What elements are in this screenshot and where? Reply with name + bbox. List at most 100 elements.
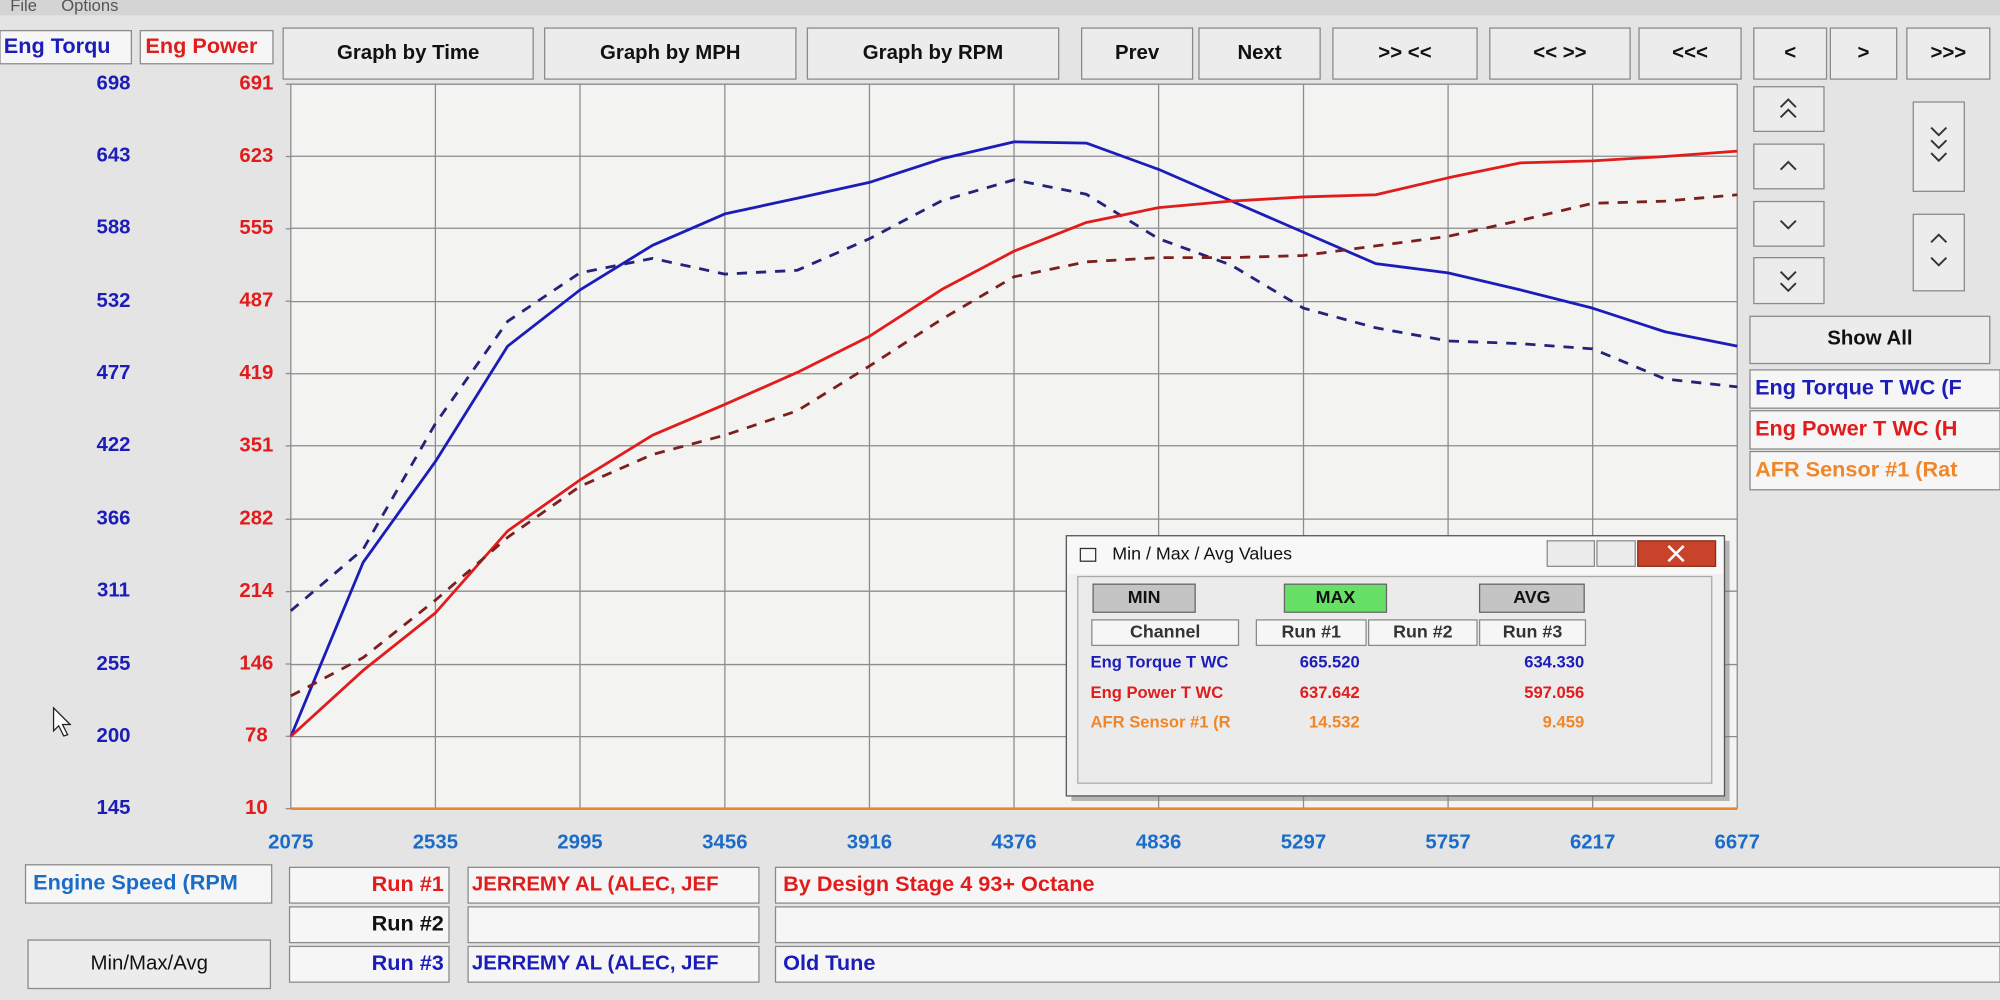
dialog-button-label[interactable]: AVG xyxy=(1513,587,1550,607)
y2-axis-label: Eng Power xyxy=(145,33,258,58)
row-run1: 637.642 xyxy=(1300,683,1360,702)
min-max-avg-label[interactable]: Min/Max/Avg xyxy=(90,953,207,975)
column-header-box xyxy=(1367,619,1478,647)
run-label-box xyxy=(288,866,450,904)
column-header-box xyxy=(1255,619,1367,647)
y-tick-label: 422 xyxy=(97,434,131,456)
toolbar-button-label[interactable]: >> << xyxy=(1378,42,1431,64)
toolbar-button[interactable] xyxy=(1332,27,1478,80)
column-header: Run #1 xyxy=(1281,621,1341,641)
maximize-button[interactable] xyxy=(1596,540,1636,567)
run-note-box xyxy=(774,866,2000,904)
column-header: Run #3 xyxy=(1503,621,1563,641)
toolbar-button[interactable] xyxy=(1080,27,1194,80)
chevron xyxy=(1779,160,1797,171)
legend-box[interactable] xyxy=(1749,450,2000,491)
x-tick-label: 5297 xyxy=(1281,832,1326,854)
menu-item[interactable]: Options xyxy=(61,0,118,15)
y-tick-label: 698 xyxy=(97,73,131,95)
dialog-button-label[interactable]: MAX xyxy=(1316,587,1356,607)
x-tick-label: 2995 xyxy=(557,832,602,854)
toolbar-button-label[interactable]: > xyxy=(1858,42,1870,64)
show-all-label[interactable]: Show All xyxy=(1827,328,1912,350)
y2-tick-label: 691 xyxy=(239,73,273,95)
legend-box[interactable] xyxy=(1749,369,2000,409)
y-tick-label: 255 xyxy=(97,653,131,675)
toolbar-button[interactable] xyxy=(544,27,797,80)
run-driver-box xyxy=(467,945,760,983)
dialog-icon xyxy=(1079,547,1097,562)
toolbar-button-label[interactable]: Next xyxy=(1237,42,1281,64)
row-run1: 665.520 xyxy=(1300,653,1360,672)
menu-bar xyxy=(0,0,2000,16)
x-tick-label: 5757 xyxy=(1425,832,1470,854)
toolbar-button[interactable] xyxy=(1198,27,1321,80)
row-run3: 634.330 xyxy=(1524,653,1584,672)
dialog-button[interactable] xyxy=(1283,583,1388,613)
scroll-button[interactable] xyxy=(1753,200,1825,247)
y2-tick-label: 419 xyxy=(239,362,273,384)
series-line xyxy=(289,149,1738,738)
toolbar-button[interactable] xyxy=(806,27,1060,80)
chevron xyxy=(1930,126,1948,137)
toolbar-button[interactable] xyxy=(1906,27,1991,80)
x-tick-label: 6217 xyxy=(1570,832,1615,854)
toolbar-button[interactable] xyxy=(1489,27,1631,80)
toolbar-button-label[interactable]: Prev xyxy=(1115,42,1160,64)
column-header: Run #2 xyxy=(1393,621,1453,641)
chevron xyxy=(1779,271,1797,281)
row-run3: 9.459 xyxy=(1543,713,1585,732)
run-label-box xyxy=(288,906,450,944)
series-line xyxy=(289,178,1738,612)
toolbar-button[interactable] xyxy=(1753,27,1828,80)
toolbar-button-label[interactable]: << >> xyxy=(1533,42,1586,64)
toolbar-button-label[interactable]: <<< xyxy=(1672,42,1708,64)
toolbar-button-label[interactable]: Graph by MPH xyxy=(600,42,740,64)
run-driver: JERREMY AL (ALEC, JEF xyxy=(472,874,719,896)
run-note: By Design Stage 4 93+ Octane xyxy=(783,871,1094,896)
scroll-button[interactable] xyxy=(1912,213,1965,292)
dialog-button[interactable] xyxy=(1092,583,1196,613)
run-label: Run #3 xyxy=(372,950,444,975)
run-driver-box xyxy=(467,906,760,944)
scroll-button[interactable] xyxy=(1753,143,1825,190)
x-axis-label: Engine Speed (RPM xyxy=(33,870,238,895)
series-line xyxy=(289,140,1738,738)
y-axis-label: Eng Torqu xyxy=(4,33,111,58)
show-all-button[interactable] xyxy=(1749,315,1991,365)
scroll-button[interactable] xyxy=(1753,257,1825,305)
x-tick-label: 3456 xyxy=(702,832,747,854)
y2-tick-label: 214 xyxy=(239,580,274,602)
x-tick-label: 4376 xyxy=(991,832,1036,854)
y2-tick-label: 555 xyxy=(239,217,273,239)
x-tick-label: 2535 xyxy=(413,832,458,854)
run-label: Run #2 xyxy=(372,910,444,935)
toolbar-button-label[interactable]: >>> xyxy=(1930,42,1966,64)
toolbar-button-label[interactable]: Graph by Time xyxy=(337,42,479,64)
y-tick-label: 311 xyxy=(97,580,130,602)
toolbar-button[interactable] xyxy=(1829,27,1898,80)
chevron xyxy=(1930,256,1948,267)
chevron xyxy=(1930,233,1948,244)
min-max-avg-button[interactable] xyxy=(27,939,272,990)
toolbar-button-label[interactable]: < xyxy=(1784,42,1796,64)
y-tick-label: 532 xyxy=(97,290,131,312)
legend-entry[interactable]: Eng Torque T WC (F xyxy=(1755,375,1962,400)
dialog-button[interactable] xyxy=(1478,583,1585,613)
dialog-button-label[interactable]: MIN xyxy=(1128,587,1161,607)
y-tick-label: 643 xyxy=(97,145,131,167)
run-label: Run #1 xyxy=(372,871,444,896)
legend-entry[interactable]: AFR Sensor #1 (Rat xyxy=(1755,456,1957,481)
legend-box[interactable] xyxy=(1749,410,2000,450)
toolbar-button-label[interactable]: Graph by RPM xyxy=(863,42,1003,64)
toolbar-button[interactable] xyxy=(282,27,534,80)
menu-item[interactable]: File xyxy=(10,0,37,15)
dialog-title: Min / Max / Avg Values xyxy=(1112,544,1292,564)
toolbar-button[interactable] xyxy=(1638,27,1742,80)
legend-entry[interactable]: Eng Power T WC (H xyxy=(1755,416,1957,441)
minimize-button[interactable] xyxy=(1546,540,1596,567)
chevron xyxy=(1779,282,1797,293)
x-tick-label: 3916 xyxy=(847,832,892,854)
y2-tick-label: 78 xyxy=(245,725,268,747)
